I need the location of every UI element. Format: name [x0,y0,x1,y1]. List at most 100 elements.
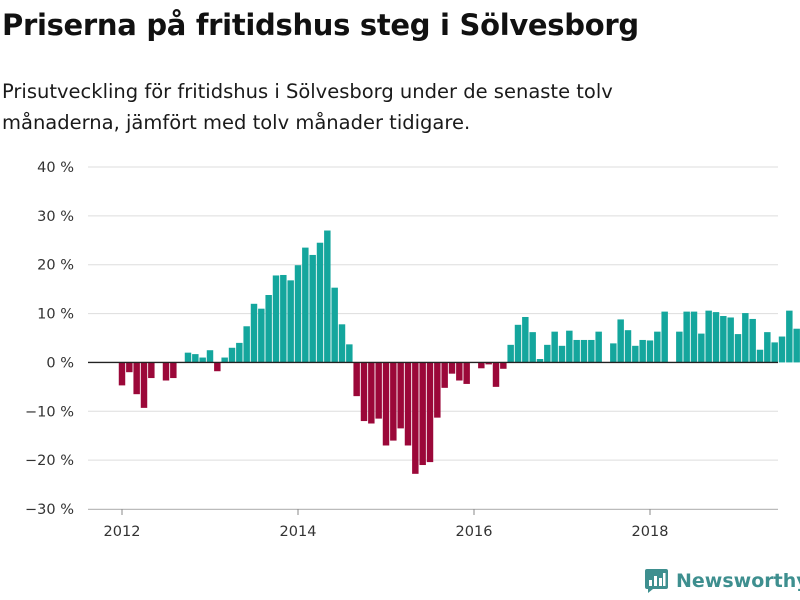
bar [712,312,720,363]
y-tick-label: 30 % [37,209,74,225]
bar [500,362,507,369]
x-tick-label: 2012 [104,524,141,540]
bar [742,313,749,363]
bar [324,230,331,363]
bar [536,359,544,363]
bar [214,362,221,372]
y-axis-labels: 40 % 30 % 20 % 10 % 0 % −10 % −20 % −30 % [25,160,74,518]
bar [397,362,404,429]
newsworthy-logo-text: Newsworthy [676,569,800,592]
bar [250,303,258,363]
bar [184,352,192,363]
bar [272,275,280,363]
bar [199,357,206,363]
bar [778,336,786,363]
bar [529,332,536,363]
bar [544,344,551,363]
y-tick-label: −10 % [25,404,74,420]
y-tick-label: 20 % [37,258,74,274]
bar [595,331,602,363]
bar [661,311,668,363]
bar [294,265,302,363]
bar [126,362,133,373]
bar [507,344,514,363]
bar [368,362,375,424]
chart-subtitle: Prisutveckling för fritidshus i Sölvesbo… [2,80,613,134]
bar [698,333,705,363]
bar [162,362,170,381]
y-tick-label: 40 % [37,160,74,176]
bar [390,362,397,441]
bar [258,308,265,363]
bar [316,242,324,363]
bar [720,316,727,363]
bar [492,362,500,387]
bar [573,339,580,363]
bar [690,311,698,363]
y-tick-label: −20 % [25,453,74,469]
bar [192,354,199,363]
y-tick-label: −30 % [25,502,74,518]
bar [676,331,683,363]
chart-title: Priserna på fritidshus steg i Sölvesborg [2,8,639,42]
bar [514,324,522,363]
bar [632,345,639,363]
bar [624,330,632,363]
bar [485,362,492,365]
bar [148,362,155,379]
bar [654,331,661,363]
bar [133,362,140,395]
bar [331,287,338,363]
bar [441,362,448,388]
bar [448,362,456,374]
bar [588,339,595,363]
bar [346,344,353,363]
bar [221,357,228,363]
x-tick-label: 2016 [456,524,493,540]
bar [309,254,316,363]
x-tick-label: 2014 [280,524,317,540]
x-axis-labels: 20122014201620182020202220242026 [104,524,669,540]
bar [228,347,236,363]
bar [353,362,360,397]
bar [786,310,793,363]
bar [456,362,463,381]
newsworthy-logo: Newsworthy [644,568,800,593]
bar [566,330,573,363]
bar [639,339,646,363]
bar [265,295,272,363]
bar [764,332,771,363]
bar [140,362,148,408]
bar [771,342,778,363]
bar [412,362,419,474]
bar [749,318,756,363]
newsworthy-logo-icon [645,569,668,593]
bar [617,319,624,363]
bar [118,362,126,386]
bar [404,362,412,446]
bar [382,362,390,446]
bar [236,342,243,363]
bar [756,349,764,363]
bar [375,362,382,419]
chart-area: 40 % 30 % 20 % 10 % 0 % −10 % −20 % −30 % 2012 2… [25,160,800,540]
bar [338,324,346,363]
bars [118,230,800,474]
bar [463,362,470,384]
bar [610,343,617,363]
bar [558,345,566,363]
bar [727,317,734,363]
bar [426,362,434,463]
bar [646,340,654,363]
bar [206,350,214,363]
bar [243,326,250,363]
bar [287,280,294,363]
bar [551,331,558,363]
y-tick-label: 0 % [46,355,74,371]
bar [419,362,426,466]
bar [302,247,309,363]
bar [683,311,690,363]
bar [793,328,800,363]
bar [434,362,441,418]
bar [522,316,529,363]
